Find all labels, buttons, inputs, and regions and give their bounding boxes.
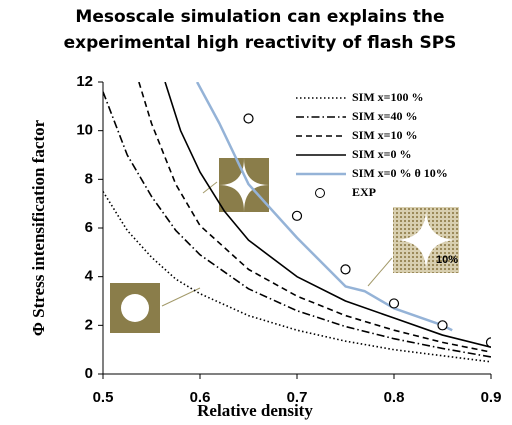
y-tick-label: 10 xyxy=(76,122,93,139)
legend-label: SIM x=100 % xyxy=(352,90,424,104)
series-line xyxy=(103,191,491,363)
legend-label: EXP xyxy=(352,185,376,199)
y-tick-label: 8 xyxy=(85,170,93,187)
y-tick-label: 12 xyxy=(76,73,93,90)
exp-point xyxy=(340,264,351,275)
exp-point xyxy=(291,210,303,221)
legend-label: SIM x=10 % xyxy=(352,128,418,142)
annotation: 10% xyxy=(436,254,458,266)
x-tick-label: 0.5 xyxy=(93,389,114,406)
exp-point xyxy=(437,320,448,331)
y-tick-label: 0 xyxy=(85,365,93,382)
series-line xyxy=(195,82,453,332)
y-tick-label: 4 xyxy=(85,268,94,285)
y-tick-label: 2 xyxy=(85,316,93,333)
y-axis-label: Φ Stress intensification factor xyxy=(29,119,48,336)
insets: 10% xyxy=(110,158,459,333)
chart-title: Mesoscale simulation can explains the ex… xyxy=(63,7,457,53)
legend-marker xyxy=(315,188,325,198)
x-tick-label: 0.8 xyxy=(384,389,405,406)
exp-point xyxy=(485,337,491,348)
x-tick-label: 0.9 xyxy=(481,389,502,406)
inset-star-pore xyxy=(202,158,269,212)
y-tick-label: 6 xyxy=(85,219,93,236)
plot-area xyxy=(103,82,491,363)
inset-textured-pore xyxy=(367,207,459,287)
legend-label: SIM x=40 % xyxy=(352,109,418,123)
title-box: Mesoscale simulation can explains the ex… xyxy=(63,7,457,53)
series-line xyxy=(103,91,491,358)
series-line xyxy=(164,82,491,349)
exp-point xyxy=(388,298,400,309)
x-axis-label: Relative density xyxy=(197,401,313,420)
x-tick-label: 0.6 xyxy=(190,389,211,406)
series-line xyxy=(138,82,491,353)
legend-label: SIM x=0 % xyxy=(352,147,412,161)
legend-label: SIM x=0 % θ 10% xyxy=(352,166,448,180)
exp-point xyxy=(243,113,254,124)
inset-circle-pore xyxy=(110,283,201,333)
x-tick-label: 0.7 xyxy=(287,389,308,406)
